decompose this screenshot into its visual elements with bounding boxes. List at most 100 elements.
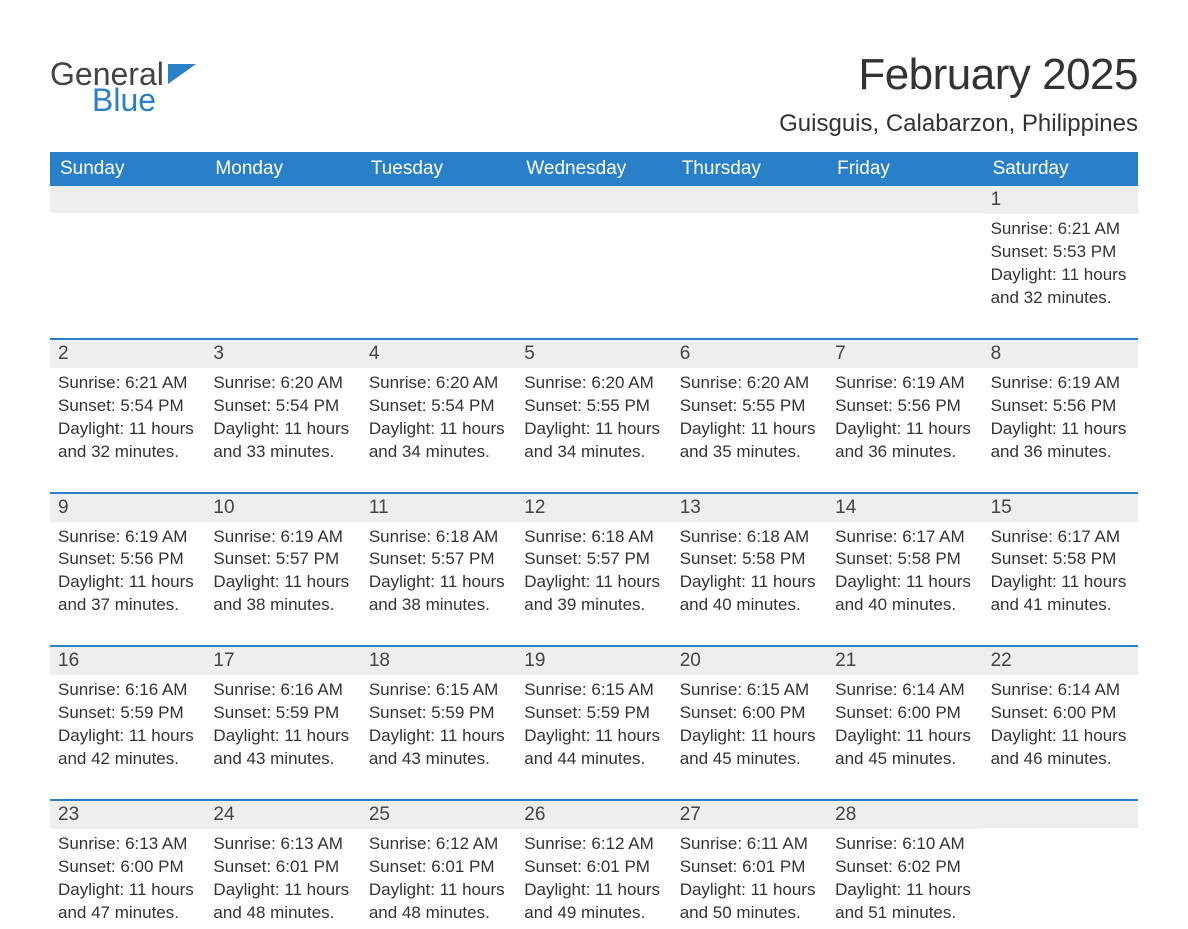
day-details: Sunrise: 6:20 AMSunset: 5:55 PMDaylight:… [516, 368, 671, 464]
weekday-tuesday: Tuesday [361, 152, 516, 186]
sunset-line: Sunset: 5:59 PM [213, 702, 350, 725]
day-number: 8 [983, 340, 1138, 368]
sunset-line: Sunset: 5:53 PM [991, 241, 1128, 264]
header: General Blue February 2025 Guisguis, Cal… [50, 50, 1138, 138]
daylight-line: Daylight: 11 hours and 39 minutes. [524, 571, 661, 617]
day-cell: 10Sunrise: 6:19 AMSunset: 5:57 PMDayligh… [205, 494, 360, 622]
day-cell: 28Sunrise: 6:10 AMSunset: 6:02 PMDayligh… [827, 801, 982, 929]
sunrise-line: Sunrise: 6:14 AM [835, 679, 972, 702]
sunset-line: Sunset: 5:57 PM [369, 548, 506, 571]
sunrise-line: Sunrise: 6:20 AM [524, 372, 661, 395]
day-details: Sunrise: 6:17 AMSunset: 5:58 PMDaylight:… [827, 522, 982, 618]
sunset-line: Sunset: 5:56 PM [991, 395, 1128, 418]
sunrise-line: Sunrise: 6:12 AM [369, 833, 506, 856]
daylight-line: Daylight: 11 hours and 32 minutes. [58, 418, 195, 464]
sunrise-line: Sunrise: 6:20 AM [369, 372, 506, 395]
day-details: Sunrise: 6:19 AMSunset: 5:56 PMDaylight:… [983, 368, 1138, 464]
day-number: 20 [672, 647, 827, 675]
day-details: Sunrise: 6:13 AMSunset: 6:01 PMDaylight:… [205, 829, 360, 925]
day-number: 3 [205, 340, 360, 368]
week-row: 23Sunrise: 6:13 AMSunset: 6:00 PMDayligh… [50, 799, 1138, 929]
daylight-line: Daylight: 11 hours and 41 minutes. [991, 571, 1128, 617]
sunrise-line: Sunrise: 6:20 AM [680, 372, 817, 395]
weekday-saturday: Saturday [983, 152, 1138, 186]
sunset-line: Sunset: 5:55 PM [680, 395, 817, 418]
day-number: 19 [516, 647, 671, 675]
week-row: 2Sunrise: 6:21 AMSunset: 5:54 PMDaylight… [50, 338, 1138, 468]
sunset-line: Sunset: 5:57 PM [524, 548, 661, 571]
daylight-line: Daylight: 11 hours and 36 minutes. [991, 418, 1128, 464]
day-cell: 18Sunrise: 6:15 AMSunset: 5:59 PMDayligh… [361, 647, 516, 775]
day-number: 22 [983, 647, 1138, 675]
daylight-line: Daylight: 11 hours and 34 minutes. [524, 418, 661, 464]
sunrise-line: Sunrise: 6:15 AM [369, 679, 506, 702]
daylight-line: Daylight: 11 hours and 36 minutes. [835, 418, 972, 464]
daylight-line: Daylight: 11 hours and 40 minutes. [680, 571, 817, 617]
sunrise-line: Sunrise: 6:19 AM [991, 372, 1128, 395]
month-title: February 2025 [779, 50, 1138, 100]
sunrise-line: Sunrise: 6:17 AM [835, 526, 972, 549]
sunrise-line: Sunrise: 6:21 AM [58, 372, 195, 395]
empty-day-cell [983, 801, 1138, 929]
day-details: Sunrise: 6:16 AMSunset: 5:59 PMDaylight:… [50, 675, 205, 771]
sunset-line: Sunset: 5:55 PM [524, 395, 661, 418]
day-number [827, 186, 982, 213]
day-details: Sunrise: 6:11 AMSunset: 6:01 PMDaylight:… [672, 829, 827, 925]
day-details: Sunrise: 6:19 AMSunset: 5:57 PMDaylight:… [205, 522, 360, 618]
day-number [205, 186, 360, 213]
sunset-line: Sunset: 6:02 PM [835, 856, 972, 879]
sunrise-line: Sunrise: 6:19 AM [213, 526, 350, 549]
day-details: Sunrise: 6:14 AMSunset: 6:00 PMDaylight:… [827, 675, 982, 771]
sunset-line: Sunset: 6:01 PM [524, 856, 661, 879]
day-cell: 20Sunrise: 6:15 AMSunset: 6:00 PMDayligh… [672, 647, 827, 775]
daylight-line: Daylight: 11 hours and 35 minutes. [680, 418, 817, 464]
day-cell: 15Sunrise: 6:17 AMSunset: 5:58 PMDayligh… [983, 494, 1138, 622]
day-details: Sunrise: 6:15 AMSunset: 6:00 PMDaylight:… [672, 675, 827, 771]
sunset-line: Sunset: 6:00 PM [680, 702, 817, 725]
sunset-line: Sunset: 6:00 PM [835, 702, 972, 725]
sunset-line: Sunset: 6:01 PM [213, 856, 350, 879]
sunset-line: Sunset: 5:56 PM [835, 395, 972, 418]
day-cell: 9Sunrise: 6:19 AMSunset: 5:56 PMDaylight… [50, 494, 205, 622]
day-number [361, 186, 516, 213]
day-details: Sunrise: 6:20 AMSunset: 5:54 PMDaylight:… [205, 368, 360, 464]
sunrise-line: Sunrise: 6:18 AM [680, 526, 817, 549]
empty-day-cell [516, 186, 671, 314]
weekday-header-row: SundayMondayTuesdayWednesdayThursdayFrid… [50, 152, 1138, 186]
sunrise-line: Sunrise: 6:13 AM [58, 833, 195, 856]
day-number: 4 [361, 340, 516, 368]
day-cell: 21Sunrise: 6:14 AMSunset: 6:00 PMDayligh… [827, 647, 982, 775]
sunset-line: Sunset: 5:58 PM [835, 548, 972, 571]
sunrise-line: Sunrise: 6:21 AM [991, 218, 1128, 241]
day-number: 16 [50, 647, 205, 675]
sunrise-line: Sunrise: 6:20 AM [213, 372, 350, 395]
day-number: 12 [516, 494, 671, 522]
day-number: 15 [983, 494, 1138, 522]
sunset-line: Sunset: 5:58 PM [991, 548, 1128, 571]
sunrise-line: Sunrise: 6:10 AM [835, 833, 972, 856]
day-cell: 4Sunrise: 6:20 AMSunset: 5:54 PMDaylight… [361, 340, 516, 468]
day-cell: 24Sunrise: 6:13 AMSunset: 6:01 PMDayligh… [205, 801, 360, 929]
day-number: 27 [672, 801, 827, 829]
sunrise-line: Sunrise: 6:19 AM [835, 372, 972, 395]
title-block: February 2025 Guisguis, Calabarzon, Phil… [779, 50, 1138, 138]
logo-text: General Blue [50, 58, 196, 116]
daylight-line: Daylight: 11 hours and 45 minutes. [835, 725, 972, 771]
sunset-line: Sunset: 5:59 PM [369, 702, 506, 725]
weekday-friday: Friday [827, 152, 982, 186]
logo-word-blue: Blue [92, 84, 196, 116]
day-details: Sunrise: 6:20 AMSunset: 5:54 PMDaylight:… [361, 368, 516, 464]
daylight-line: Daylight: 11 hours and 40 minutes. [835, 571, 972, 617]
empty-day-cell [205, 186, 360, 314]
sunset-line: Sunset: 5:57 PM [213, 548, 350, 571]
sunrise-line: Sunrise: 6:12 AM [524, 833, 661, 856]
day-cell: 27Sunrise: 6:11 AMSunset: 6:01 PMDayligh… [672, 801, 827, 929]
calendar: SundayMondayTuesdayWednesdayThursdayFrid… [50, 152, 1138, 929]
sunset-line: Sunset: 6:01 PM [369, 856, 506, 879]
daylight-line: Daylight: 11 hours and 33 minutes. [213, 418, 350, 464]
day-cell: 6Sunrise: 6:20 AMSunset: 5:55 PMDaylight… [672, 340, 827, 468]
weekday-wednesday: Wednesday [516, 152, 671, 186]
day-details: Sunrise: 6:20 AMSunset: 5:55 PMDaylight:… [672, 368, 827, 464]
daylight-line: Daylight: 11 hours and 34 minutes. [369, 418, 506, 464]
sunset-line: Sunset: 5:54 PM [369, 395, 506, 418]
